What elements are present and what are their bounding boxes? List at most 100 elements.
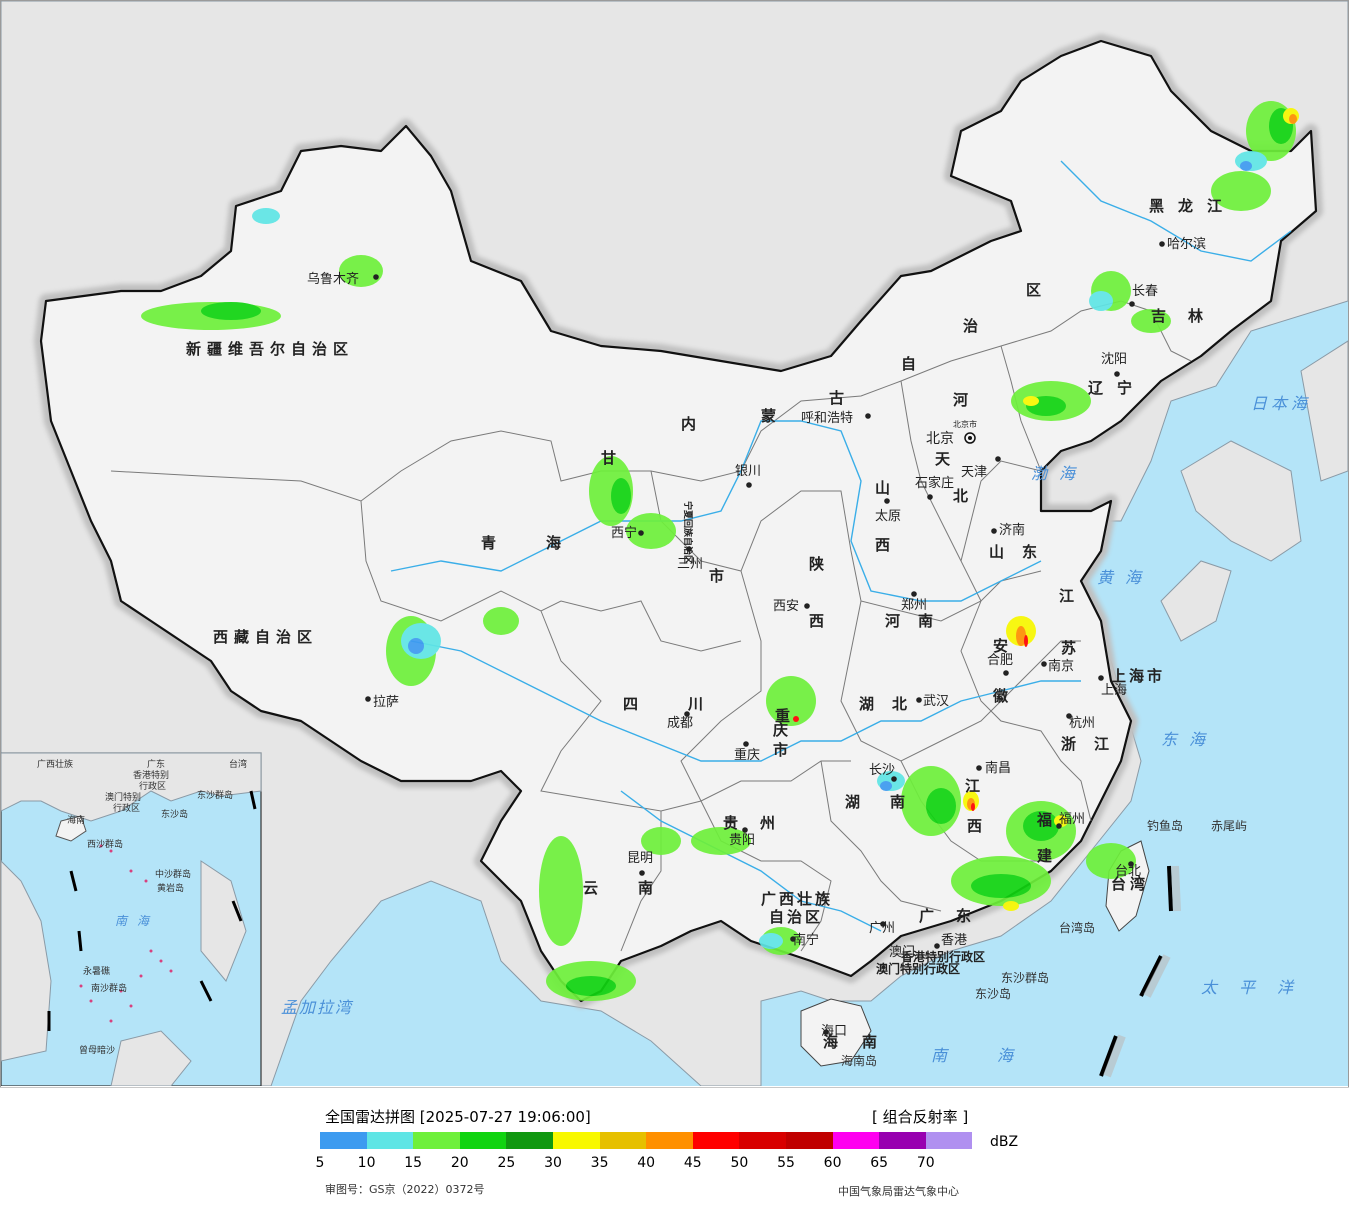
label-jiangsu-1: 江 xyxy=(1059,587,1080,605)
label-shanxi-1: 山 xyxy=(875,479,896,497)
label-chongqing-2: 庆 xyxy=(773,721,794,739)
label-guangxi-2: 自治区 xyxy=(769,908,823,926)
label-hunan: 湖南 xyxy=(845,793,935,811)
legend-tick-label: 65 xyxy=(870,1155,889,1171)
city-hefei: 合肥 xyxy=(987,653,1013,668)
label-guizhou: 贵州 xyxy=(723,814,797,832)
label-shaanxi-1: 陕 xyxy=(809,555,830,573)
legend-tick-label: 60 xyxy=(823,1155,842,1171)
inset-hk2: 行政区 xyxy=(139,780,166,792)
city-changsha: 长沙 xyxy=(869,763,895,778)
legend-color-scale xyxy=(320,1132,973,1149)
city-zhengzhou: 郑州 xyxy=(901,598,927,613)
legend-ticks: 5 10 15 20 25 30 35 40 45 50 55 60 65 70 xyxy=(0,1155,1349,1175)
label-liaoning: 辽宁 xyxy=(1088,379,1146,397)
label-guangxi-1: 广西壮族 xyxy=(761,890,833,908)
rivers xyxy=(390,160,1292,932)
legend-tick-label: 10 xyxy=(357,1155,376,1171)
inset-dongsha: 东沙群岛 xyxy=(197,789,233,801)
label-jilin: 吉林 xyxy=(1151,307,1225,325)
city-xian: 西安 xyxy=(773,599,799,614)
label-shaanxi-2: 西 xyxy=(809,612,830,630)
inset-map xyxy=(1,752,262,1086)
inset-dongsha2: 东沙岛 xyxy=(161,808,188,820)
legend-tick-label: 70 xyxy=(916,1155,935,1171)
city-changchun: 长春 xyxy=(1132,284,1158,299)
label-jiangxi-2: 西 xyxy=(967,817,988,835)
label-neimenggu-4: 自 xyxy=(901,355,922,373)
approval-number: 审图号：GS京（2022）0372号 xyxy=(325,1183,485,1196)
radar-map: 新疆维吾尔自治区 西藏自治区 青海 甘 市 内 蒙 古 自 治 区 黑龙江 吉林… xyxy=(1,1,1348,1086)
legend-swatch xyxy=(785,1132,833,1149)
center-name: 中国气象局雷达气象中心 xyxy=(838,1185,959,1198)
island-dongsha-qundao: 东沙群岛 xyxy=(1001,970,1049,985)
city-haikou: 海口 xyxy=(821,1024,847,1039)
beijing-capital-icon xyxy=(964,432,976,444)
legend-swatch xyxy=(459,1132,507,1149)
legend-swatch xyxy=(599,1132,647,1149)
sea-boundary-dashes xyxy=(1099,865,1173,1077)
island-diaoyu: 钓鱼岛 xyxy=(1147,818,1183,833)
legend-tick-label: 40 xyxy=(637,1155,656,1171)
legend-panel: 全国雷达拼图 [2025-07-27 19:06:00] [ 组合反射率 ] d… xyxy=(0,1087,1349,1209)
city-guangzhou: 广州 xyxy=(869,921,895,936)
city-hohhot: 呼和浩特 xyxy=(801,411,853,426)
island-taiwan: 台湾岛 xyxy=(1059,920,1095,935)
city-lanzhou: 三州 xyxy=(677,557,703,572)
label-hebei-2: 北 xyxy=(953,487,974,505)
city-shijiazhuang: 石家庄 xyxy=(915,475,954,491)
legend-tick-label: 30 xyxy=(544,1155,562,1171)
legend-product: [ 组合反射率 ] xyxy=(872,1108,969,1126)
legend-swatch xyxy=(832,1132,880,1149)
label-neimenggu-3: 古 xyxy=(829,389,850,407)
city-shanghai: 上海 xyxy=(1101,683,1127,698)
inset-nanhai: 南海 xyxy=(115,914,159,928)
label-anhui-1: 安 xyxy=(993,637,1014,655)
city-markers xyxy=(365,241,1165,1035)
label-hubei: 湖北 xyxy=(859,695,925,713)
legend-swatch xyxy=(320,1132,367,1149)
label-yunnan: 云南 xyxy=(583,879,693,897)
city-guiyang: 贵阳 xyxy=(729,833,755,848)
legend-swatch xyxy=(692,1132,740,1149)
island-hainan: 海南岛 xyxy=(841,1053,877,1068)
city-jinan: 济南 xyxy=(999,522,1025,538)
city-harbin: 哈尔滨 xyxy=(1167,236,1206,252)
legend-tick-label: 45 xyxy=(683,1155,702,1171)
inset-nansha: 南沙群岛 xyxy=(91,982,127,994)
city-taiyuan: 太原 xyxy=(875,509,901,524)
label-zhejiang: 浙江 xyxy=(1061,735,1127,753)
inset-guangdong: 广东 xyxy=(147,758,165,770)
label-tianjin: 天 xyxy=(935,450,956,468)
sea-bohai: 渤海 xyxy=(1031,464,1087,483)
beijing-capital-dot xyxy=(968,436,972,440)
city-fuzhou: 福州 xyxy=(1059,812,1085,827)
label-shandong: 山东 xyxy=(989,543,1055,561)
city-chengdu: 成都 xyxy=(667,716,693,731)
city-shenyang: 沈阳 xyxy=(1101,352,1127,367)
label-heilongjiang: 黑龙江 xyxy=(1149,197,1236,215)
label-hainan: 海南 xyxy=(823,1033,901,1051)
legend-unit: dBZ xyxy=(990,1134,1019,1150)
inset-hainan: 海南 xyxy=(67,814,85,826)
city-xining: 西宁 xyxy=(611,525,637,541)
label-macau: 澳门特别行政区 xyxy=(876,961,960,976)
label-taiwan: 台湾 xyxy=(1111,875,1149,893)
legend-swatch xyxy=(413,1132,460,1149)
legend-swatch xyxy=(739,1132,786,1149)
inset-huangyan: 黄岩岛 xyxy=(157,882,184,894)
island-chiwei: 赤尾屿 xyxy=(1211,819,1247,833)
label-hebei-1: 河 xyxy=(953,391,974,409)
sea-taipingyang: 太平洋 xyxy=(1201,978,1315,997)
inset-zhongsha: 中沙群岛 xyxy=(155,868,191,880)
city-nanning: 南宁 xyxy=(793,932,819,948)
city-hangzhou: 杭州 xyxy=(1069,716,1095,731)
sea-huanghai: 黄海 xyxy=(1097,568,1153,587)
label-shanghai: 上海市 xyxy=(1111,667,1165,685)
legend-tick-label: 25 xyxy=(497,1155,516,1171)
label-gansu-shi: 市 xyxy=(709,567,730,585)
inset-taiwan: 台湾 xyxy=(229,758,247,770)
city-chongqing: 重庆 xyxy=(734,747,760,763)
legend-swatch xyxy=(366,1132,414,1149)
label-ningxia: 宁夏回族自治区 xyxy=(682,501,694,564)
